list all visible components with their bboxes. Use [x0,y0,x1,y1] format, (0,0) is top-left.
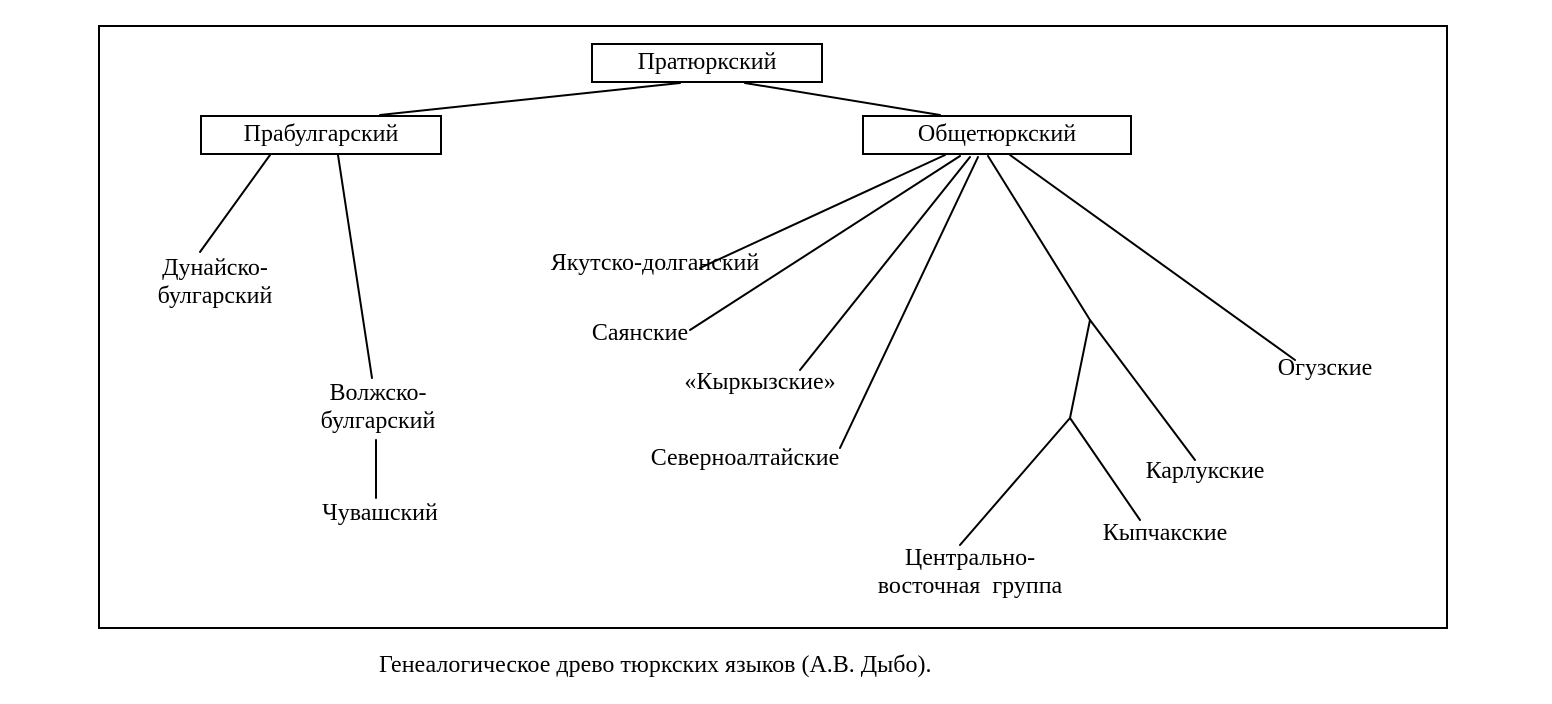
diagram-stage: Пратюркский Прабулгарский Общетюркский Д… [0,0,1552,704]
node-central-east: Центрально- восточная группа [830,545,1110,600]
node-sayan: Саянские [565,320,715,348]
node-yakut-dolgan: Якутско-долганский [505,250,805,278]
node-kypchak: Кыпчакские [1075,520,1255,548]
node-common-turkic: Общетюркский [862,115,1132,155]
node-danube-bulgar: Дунайско- булгарский [125,255,305,310]
node-oghuz: Огузские [1250,355,1400,383]
node-chuvash: Чувашский [300,500,460,528]
node-prabulgar: Прабулгарский [200,115,442,155]
node-volga-bulgar: Волжско- булгарский [288,380,468,435]
figure-caption: Генеалогическое древо тюркских языков (А… [379,652,932,679]
node-north-altai: Северноалтайские [605,445,885,473]
node-karluk: Карлукские [1115,458,1295,486]
node-kyrkyz: «Кыркызские» [660,369,860,397]
node-root: Пратюркский [591,43,823,83]
